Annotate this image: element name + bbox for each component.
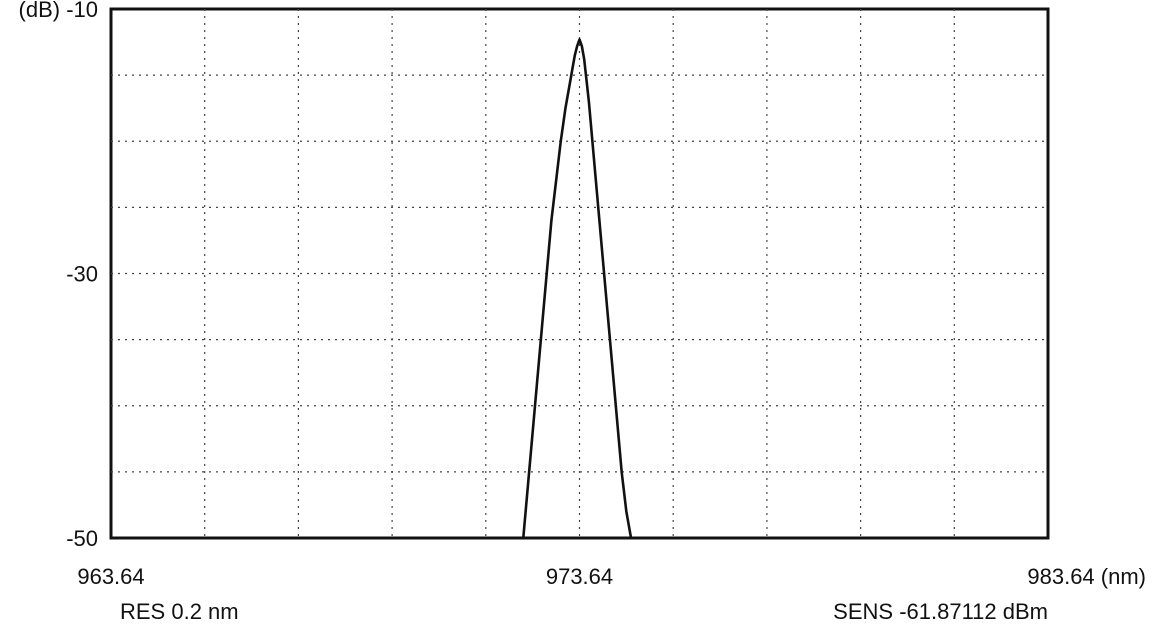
x-tick-labels: 963.64 973.64 983.64 (nm) (77, 564, 1146, 589)
series-point (578, 38, 581, 41)
series-point (555, 180, 557, 182)
series-point (531, 431, 534, 434)
series-point (571, 67, 574, 70)
series-point (625, 510, 628, 513)
y-tick-label: -50 (66, 526, 98, 551)
y-tick-label: (dB) -10 (19, 0, 98, 22)
series-point (527, 484, 529, 486)
series-point (592, 153, 595, 156)
series-point (522, 537, 525, 539)
series-point (630, 537, 632, 539)
series-point (597, 206, 600, 209)
series-point (583, 58, 585, 61)
series-layer (521, 38, 633, 540)
x-tick-label: 973.64 (546, 564, 613, 589)
series-point (536, 378, 539, 381)
y-tick-labels: (dB) -10 -30 -50 (19, 0, 98, 551)
series-point (569, 80, 571, 83)
y-tick-label: -30 (66, 262, 98, 287)
x-tick-label: 963.64 (77, 564, 144, 589)
annotation-sens: SENS -61.87112 dBm (833, 599, 1048, 624)
series-point (588, 100, 590, 103)
series-point (574, 54, 576, 57)
series-point (550, 219, 553, 222)
series-point (611, 365, 614, 367)
plot-frame (109, 7, 1050, 540)
x-tick-label: 983.64 (nm) (1027, 564, 1146, 589)
series-point (564, 107, 567, 109)
annotation-res: RES 0.2 nm (120, 599, 239, 624)
series-point (581, 45, 583, 47)
series-point (559, 140, 562, 143)
series-point (541, 325, 543, 328)
series-point (620, 471, 623, 473)
series-point (545, 272, 548, 275)
series-point (606, 312, 609, 314)
series-point (616, 418, 618, 420)
series-point (576, 45, 578, 47)
series-point (602, 259, 604, 262)
